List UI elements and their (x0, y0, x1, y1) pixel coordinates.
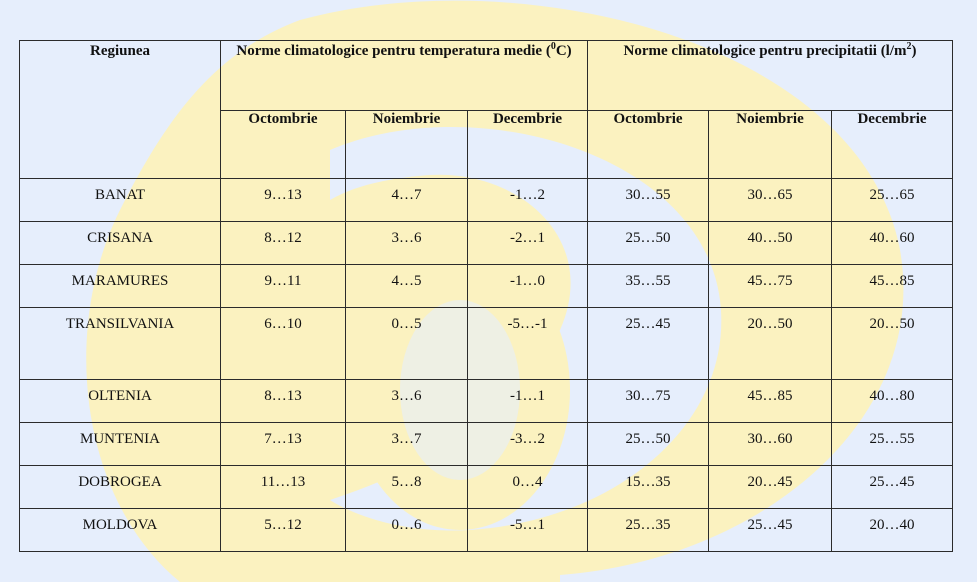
value-cell: 5…8 (345, 465, 468, 509)
value-cell: 9…13 (220, 178, 346, 222)
value-cell: 30…65 (708, 178, 833, 222)
value-cell: 30…60 (708, 422, 833, 466)
precipitation-group-header: Norme climatologice pentru precipitatii … (587, 40, 954, 111)
value-cell: 3…7 (345, 422, 468, 466)
value-cell: 20…50 (831, 307, 954, 380)
value-cell: 35…55 (587, 264, 710, 308)
table-row: MUNTENIA 7…13 3…7 -3…2 25…50 30…60 25…55 (19, 422, 954, 466)
value-cell: 4…7 (345, 178, 468, 222)
value-cell: 20…50 (708, 307, 833, 380)
value-cell: 45…75 (708, 264, 833, 308)
value-cell: 5…12 (220, 508, 346, 552)
value-cell: 45…85 (831, 264, 954, 308)
value-cell: 25…45 (708, 508, 833, 552)
value-cell: 25…55 (831, 422, 954, 466)
region-cell: MUNTENIA (19, 422, 221, 466)
table-row: BANAT 9…13 4…7 -1…2 30…55 30…65 25…65 (19, 178, 954, 222)
value-cell: 30…75 (587, 379, 710, 423)
table-row: OLTENIA 8…13 3…6 -1…1 30…75 45…85 40…80 (19, 379, 954, 423)
region-cell: MARAMURES (19, 264, 221, 308)
value-cell: 9…11 (220, 264, 346, 308)
region-column-header: Regiunea (19, 40, 221, 179)
value-cell: 40…60 (831, 221, 954, 265)
table-row: CRISANA 8…12 3…6 -2…1 25…50 40…50 40…60 (19, 221, 954, 265)
temperature-group-header: Norme climatologice pentru temperatura m… (219, 40, 589, 111)
region-cell: MOLDOVA (19, 508, 221, 552)
table-header-row: Regiunea Norme climatologice pentru temp… (19, 40, 954, 179)
value-cell: 3…6 (345, 379, 468, 423)
region-cell: DOBROGEA (19, 465, 221, 509)
climate-table: Regiunea Norme climatologice pentru temp… (19, 40, 954, 552)
region-cell: CRISANA (19, 221, 221, 265)
month-header: Octombrie (587, 110, 710, 179)
value-cell: 8…13 (220, 379, 346, 423)
value-cell: -1…2 (466, 178, 589, 222)
value-cell: 0…6 (345, 508, 468, 552)
value-cell: 25…65 (831, 178, 954, 222)
value-cell: 20…45 (708, 465, 833, 509)
value-cell: 25…45 (587, 307, 710, 380)
value-cell: 7…13 (220, 422, 346, 466)
month-header: Decembrie (466, 110, 589, 179)
value-cell: 25…50 (587, 221, 710, 265)
value-cell: -3…2 (466, 422, 589, 466)
value-cell: -5…-1 (466, 307, 589, 380)
month-header: Noiembrie (345, 110, 468, 179)
value-cell: 6…10 (220, 307, 346, 380)
table-row: TRANSILVANIA 6…10 0…5 -5…-1 25…45 20…50 … (19, 307, 954, 380)
value-cell: 3…6 (345, 221, 468, 265)
value-cell: 15…35 (587, 465, 710, 509)
region-cell: BANAT (19, 178, 221, 222)
value-cell: -1…0 (466, 264, 589, 308)
value-cell: 30…55 (587, 178, 710, 222)
table-row: DOBROGEA 11…13 5…8 0…4 15…35 20…45 25…45 (19, 465, 954, 509)
month-header: Decembrie (831, 110, 954, 179)
value-cell: -1…1 (466, 379, 589, 423)
month-header: Octombrie (220, 110, 346, 179)
value-cell: 45…85 (708, 379, 833, 423)
value-cell: 0…4 (466, 465, 589, 509)
month-header: Noiembrie (708, 110, 833, 179)
region-cell: TRANSILVANIA (19, 307, 221, 380)
value-cell: 40…50 (708, 221, 833, 265)
value-cell: 20…40 (831, 508, 954, 552)
value-cell: 25…35 (587, 508, 710, 552)
value-cell: 0…5 (345, 307, 468, 380)
value-cell: 25…50 (587, 422, 710, 466)
table-row: MARAMURES 9…11 4…5 -1…0 35…55 45…75 45…8… (19, 264, 954, 308)
value-cell: 11…13 (220, 465, 346, 509)
table-row: MOLDOVA 5…12 0…6 -5…1 25…35 25…45 20…40 (19, 508, 954, 552)
value-cell: 25…45 (831, 465, 954, 509)
value-cell: 4…5 (345, 264, 468, 308)
value-cell: -2…1 (466, 221, 589, 265)
value-cell: 40…80 (831, 379, 954, 423)
region-cell: OLTENIA (19, 379, 221, 423)
value-cell: 8…12 (220, 221, 346, 265)
value-cell: -5…1 (466, 508, 589, 552)
